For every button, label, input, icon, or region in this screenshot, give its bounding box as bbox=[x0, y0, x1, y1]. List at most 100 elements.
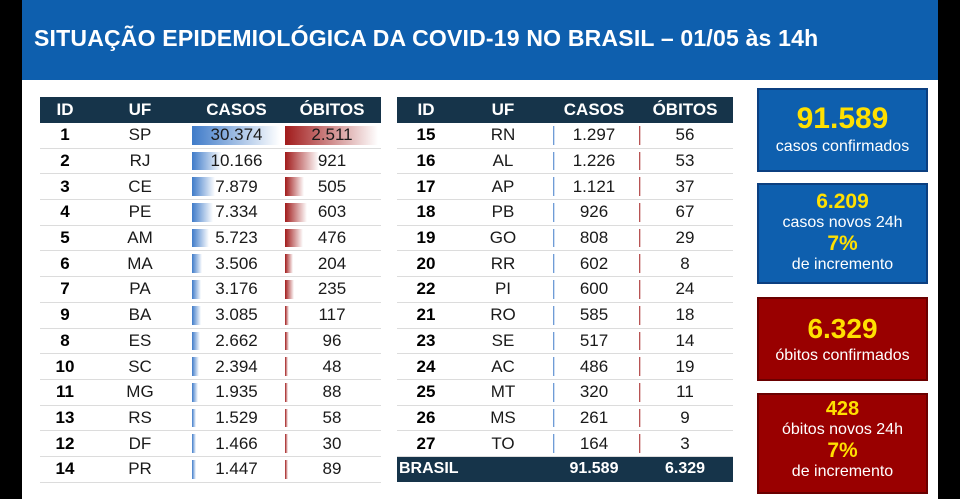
state-uf: SC bbox=[90, 353, 190, 380]
state-id: 16 bbox=[397, 148, 455, 175]
cases-data-bar bbox=[192, 254, 203, 274]
state-id: 1 bbox=[40, 123, 90, 149]
new-deaths-value: 428 bbox=[825, 398, 860, 420]
obitos-value: 117 bbox=[318, 305, 346, 325]
table-row: 9 BA 3.085 117 bbox=[40, 302, 381, 329]
states-table-left: ID UF CASOS ÓBITOS 1 SP 30.374 2.511 2 RJ 10.1… bbox=[40, 97, 381, 483]
state-casos: 261 bbox=[551, 405, 637, 432]
state-uf: MG bbox=[90, 379, 190, 406]
header-casos: CASOS bbox=[551, 97, 637, 123]
obitos-value: 8 bbox=[680, 253, 690, 273]
state-casos: 1.529 bbox=[190, 405, 283, 432]
state-uf: RS bbox=[90, 405, 190, 432]
state-id: 8 bbox=[40, 328, 90, 355]
state-obitos: 56 bbox=[637, 123, 733, 149]
state-obitos: 117 bbox=[283, 302, 381, 329]
obitos-value: 48 bbox=[322, 356, 342, 376]
casos-value: 7.879 bbox=[215, 176, 258, 196]
obitos-value: 53 bbox=[675, 151, 695, 171]
table-row: 25 MT 320 11 bbox=[397, 379, 733, 406]
table-row: 18 PB 926 67 bbox=[397, 199, 733, 226]
casos-value: 517 bbox=[579, 330, 609, 350]
state-casos: 320 bbox=[551, 379, 637, 406]
state-uf: PR bbox=[90, 456, 190, 483]
casos-value: 2.662 bbox=[215, 330, 258, 350]
state-uf: MS bbox=[455, 405, 551, 432]
state-id: 18 bbox=[397, 199, 455, 226]
header-uf: UF bbox=[90, 97, 190, 123]
cases-data-bar bbox=[192, 228, 209, 248]
obitos-value: 235 bbox=[317, 279, 347, 299]
casos-value: 926 bbox=[579, 202, 609, 222]
table-row: 17 AP 1.121 37 bbox=[397, 173, 733, 201]
state-uf: MA bbox=[90, 250, 190, 278]
obitos-value: 96 bbox=[322, 330, 342, 350]
confirmed-cases-value: 91.589 bbox=[796, 102, 889, 135]
cases-data-bar bbox=[553, 382, 555, 402]
obitos-value: 88 bbox=[322, 382, 342, 402]
cases-data-bar bbox=[553, 177, 555, 197]
state-obitos: 2.511 bbox=[283, 123, 381, 149]
casos-value: 585 bbox=[579, 305, 609, 325]
obitos-value: 29 bbox=[675, 228, 695, 248]
deaths-data-bar bbox=[285, 408, 288, 428]
state-uf: AL bbox=[455, 148, 551, 175]
state-uf: RR bbox=[455, 250, 551, 278]
state-id: 25 bbox=[397, 379, 455, 406]
cases-data-bar bbox=[192, 305, 201, 325]
state-uf: GO bbox=[455, 225, 551, 252]
state-id: 21 bbox=[397, 302, 455, 329]
state-id: 6 bbox=[40, 250, 90, 278]
state-uf: PE bbox=[90, 199, 190, 226]
deaths-data-bar bbox=[285, 331, 289, 351]
deaths-data-bar bbox=[285, 228, 303, 248]
state-id: 26 bbox=[397, 405, 455, 432]
deaths-data-bar bbox=[285, 126, 379, 145]
state-obitos: 505 bbox=[283, 173, 381, 201]
cases-data-bar bbox=[192, 331, 200, 351]
state-obitos: 204 bbox=[283, 250, 381, 278]
state-id: 22 bbox=[397, 276, 455, 303]
state-id: 14 bbox=[40, 456, 90, 483]
casos-value: 1.447 bbox=[215, 459, 258, 479]
state-obitos: 19 bbox=[637, 353, 733, 380]
state-casos: 7.879 bbox=[190, 173, 283, 201]
page-title: SITUAÇÃO EPIDEMIOLÓGICA DA COVID-19 NO B… bbox=[34, 25, 819, 51]
casos-value: 1.121 bbox=[572, 176, 616, 196]
state-obitos: 58 bbox=[283, 405, 381, 432]
total-obitos: 6.329 bbox=[637, 456, 733, 482]
table-row: 12 DF 1.466 30 bbox=[40, 430, 381, 457]
cases-data-bar bbox=[192, 434, 197, 453]
table-header-row: ID UF CASOS ÓBITOS bbox=[397, 97, 733, 123]
table-row: 5 AM 5.723 476 bbox=[40, 225, 381, 252]
deaths-data-bar bbox=[285, 459, 289, 479]
casos-value: 808 bbox=[579, 228, 609, 248]
casos-value: 1.529 bbox=[215, 407, 258, 427]
state-casos: 1.226 bbox=[551, 148, 637, 175]
cases-data-bar bbox=[553, 280, 555, 299]
table-row: 26 MS 261 9 bbox=[397, 405, 733, 432]
state-id: 23 bbox=[397, 328, 455, 355]
table-row: 1 SP 30.374 2.511 bbox=[40, 123, 381, 149]
cases-data-bar bbox=[192, 177, 215, 197]
state-casos: 1.297 bbox=[551, 123, 637, 149]
state-casos: 1.121 bbox=[551, 173, 637, 201]
state-obitos: 29 bbox=[637, 225, 733, 252]
state-obitos: 8 bbox=[637, 250, 733, 278]
confirmed-cases-card: 91.589 casos confirmados bbox=[757, 88, 928, 172]
table-row: 23 SE 517 14 bbox=[397, 328, 733, 355]
slide: SITUAÇÃO EPIDEMIOLÓGICA DA COVID-19 NO B… bbox=[22, 0, 938, 499]
state-obitos: 9 bbox=[637, 405, 733, 432]
obitos-value: 603 bbox=[317, 202, 347, 222]
state-obitos: 3 bbox=[637, 430, 733, 457]
deaths-data-bar bbox=[639, 177, 641, 197]
state-casos: 5.723 bbox=[190, 225, 283, 252]
state-casos: 3.506 bbox=[190, 250, 283, 278]
state-id: 11 bbox=[40, 379, 90, 406]
obitos-value: 204 bbox=[317, 253, 347, 273]
table-row: 19 GO 808 29 bbox=[397, 225, 733, 252]
state-casos: 600 bbox=[551, 276, 637, 303]
deaths-data-bar bbox=[639, 254, 641, 274]
obitos-value: 67 bbox=[675, 202, 695, 222]
header-id: ID bbox=[40, 97, 90, 123]
